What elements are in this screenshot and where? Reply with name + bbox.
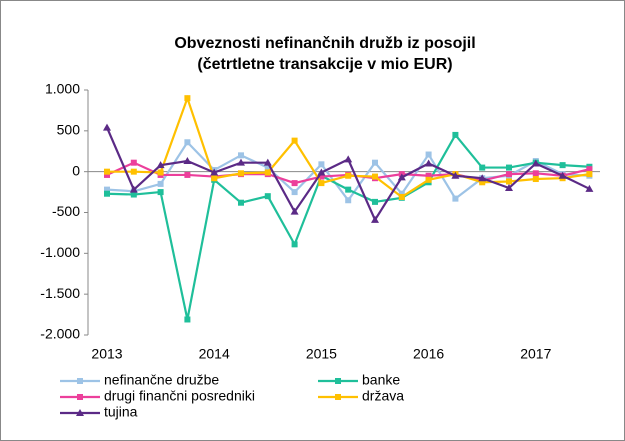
point (425, 151, 432, 158)
point (184, 316, 191, 323)
point (558, 171, 567, 179)
point (585, 184, 594, 192)
point (157, 169, 164, 176)
legend-label: drugi finančni posredniki (104, 388, 255, 404)
point (532, 170, 539, 177)
point (104, 171, 110, 178)
x-tick-label: 2013 (91, 346, 122, 362)
y-tick-label: -1.000 (40, 244, 80, 260)
x-tick-label: 2017 (520, 346, 551, 362)
point (345, 186, 352, 193)
point (318, 161, 325, 168)
x-tick-label: 2016 (413, 346, 444, 362)
point (398, 190, 405, 197)
point (130, 191, 137, 198)
y-tick-label: -1.500 (40, 285, 80, 301)
point (238, 199, 244, 206)
point (451, 171, 460, 179)
point (104, 190, 110, 197)
point (291, 137, 298, 144)
legend-label: država (362, 388, 404, 404)
point (291, 180, 298, 187)
point (506, 171, 512, 178)
point (505, 184, 513, 191)
y-tick-label: 0 (72, 162, 80, 178)
point (345, 197, 352, 204)
point (586, 171, 593, 178)
point (479, 179, 486, 186)
point (372, 198, 378, 205)
y-tick-label: -2.000 (40, 326, 80, 342)
point (263, 158, 272, 166)
point (424, 159, 433, 167)
chart-title: (četrtletne transakcije v mio EUR) (197, 56, 452, 73)
point (559, 162, 566, 169)
point (586, 166, 593, 173)
point (478, 174, 487, 182)
point (291, 241, 298, 248)
point (291, 189, 298, 196)
point (184, 139, 191, 146)
point (371, 215, 379, 223)
point (425, 176, 432, 183)
chart-title: Obveznosti nefinančnih družb iz posojil (174, 35, 475, 52)
point (156, 161, 165, 169)
point (238, 170, 244, 177)
y-tick-label: 500 (57, 122, 81, 138)
point (425, 172, 432, 179)
point (264, 193, 271, 200)
point (372, 173, 378, 180)
point (210, 168, 219, 176)
point (506, 178, 512, 185)
point (290, 207, 299, 215)
legend-label: tujina (104, 404, 138, 420)
legend-marker (77, 394, 83, 400)
point (345, 172, 352, 179)
point (104, 186, 110, 193)
point (157, 189, 164, 196)
point (531, 159, 540, 167)
point (397, 173, 406, 181)
point (344, 155, 353, 163)
point (452, 131, 459, 138)
point (104, 168, 110, 175)
point (532, 176, 539, 183)
point (130, 168, 137, 175)
legend-marker (77, 378, 83, 384)
point (183, 157, 192, 165)
point (129, 185, 138, 193)
point (317, 168, 326, 176)
point (398, 193, 405, 200)
legend-marker (76, 409, 84, 416)
point (452, 195, 459, 202)
point (264, 169, 271, 176)
y-tick-label: -500 (52, 203, 80, 219)
point (211, 175, 218, 182)
legend-marker (335, 378, 341, 384)
point (264, 164, 271, 171)
point (157, 180, 164, 187)
x-tick-label: 2015 (306, 346, 337, 362)
point (103, 123, 111, 131)
y-tick-label: 1.000 (45, 81, 80, 97)
point (184, 95, 191, 102)
x-tick-label: 2014 (199, 346, 230, 362)
point (318, 173, 325, 180)
point (506, 164, 512, 171)
point (238, 152, 244, 159)
legend-label: banke (362, 372, 400, 388)
point (237, 158, 245, 166)
point (318, 180, 325, 187)
legend-label: nefinančne družbe (104, 372, 219, 388)
legend-marker (335, 394, 341, 400)
point (372, 159, 378, 166)
point (184, 171, 191, 178)
point (130, 159, 137, 166)
point (479, 164, 486, 171)
